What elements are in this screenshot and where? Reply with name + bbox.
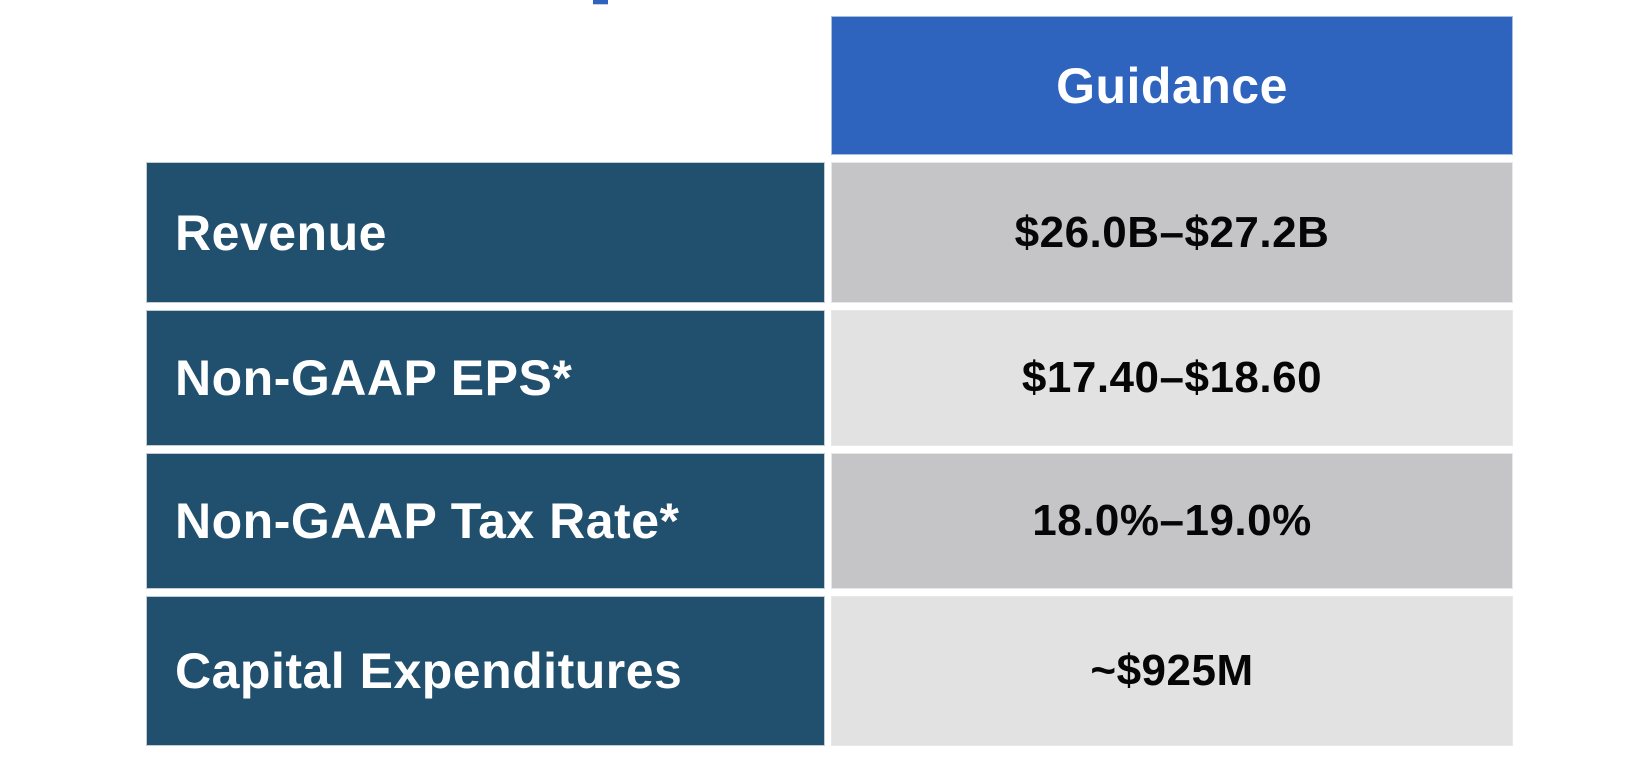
row-value-revenue: $26.0B–$27.2B	[831, 162, 1513, 303]
row-label-non-gaap-tax-rate: Non-GAAP Tax Rate*	[146, 453, 825, 589]
row-label-text: Revenue	[175, 204, 387, 261]
guidance-header-label: Guidance	[1056, 57, 1288, 114]
cropped-title-fragment	[593, 0, 608, 5]
row-label-text: Non-GAAP Tax Rate*	[175, 493, 680, 549]
row-value-non-gaap-tax-rate: 18.0%–19.0%	[831, 453, 1513, 589]
row-value-text: $17.40–$18.60	[1021, 353, 1323, 402]
row-value-text: 18.0%–19.0%	[1032, 496, 1312, 545]
row-value-text: ~$925M	[1090, 646, 1254, 695]
row-value-text: $26.0B–$27.2B	[1014, 207, 1330, 257]
row-label-capital-expenditures: Capital Expenditures	[146, 596, 825, 746]
guidance-column-header: Guidance	[831, 16, 1513, 155]
row-label-revenue: Revenue	[146, 162, 825, 303]
guidance-table: Guidance Revenue $26.0B–$27.2B Non-GAAP …	[146, 16, 1513, 746]
row-value-non-gaap-eps: $17.40–$18.60	[831, 310, 1513, 446]
row-label-non-gaap-eps: Non-GAAP EPS*	[146, 310, 825, 446]
row-label-text: Capital Expenditures	[175, 643, 683, 699]
row-value-capital-expenditures: ~$925M	[831, 596, 1513, 746]
row-label-text: Non-GAAP EPS*	[175, 350, 573, 406]
